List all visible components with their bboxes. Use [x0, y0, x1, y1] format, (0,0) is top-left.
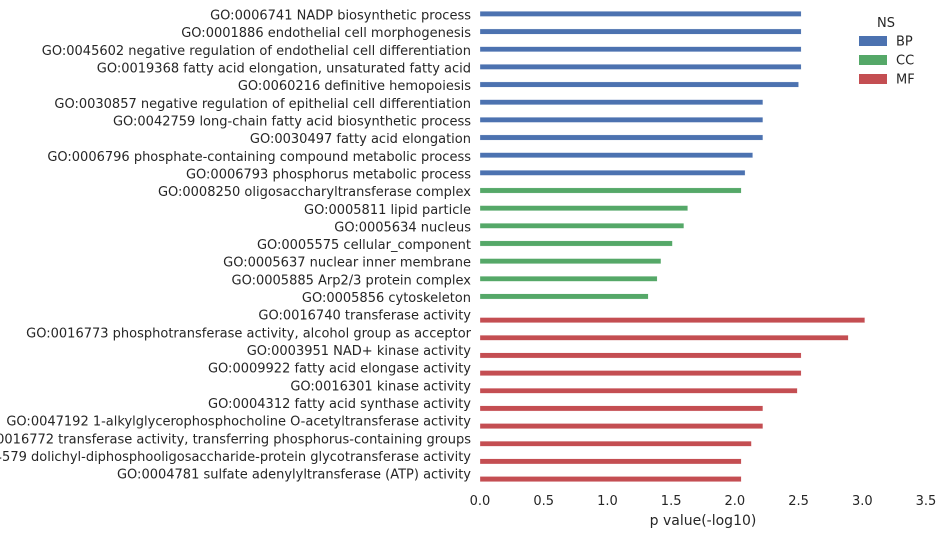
bar-mf [479, 370, 802, 376]
x-tick-label: 2.0 [725, 494, 746, 509]
category-label: GO:0005637 nuclear inner membrane [223, 256, 471, 271]
bars-layer [479, 11, 865, 482]
category-label: GO:0060216 definitive hemopoiesis [238, 79, 471, 94]
bar-cc [479, 187, 742, 194]
legend-swatch-mf [859, 74, 887, 84]
bar-mf [479, 423, 764, 429]
category-label: GO:0016740 transferase activity [258, 309, 471, 324]
category-label: GO:0016772 transferase activity, transfe… [0, 432, 471, 447]
bar-cc [479, 293, 649, 300]
bar-bp [479, 99, 764, 105]
category-label: GO:0005885 Arp2/3 protein complex [232, 273, 472, 288]
bar-cc [479, 240, 673, 247]
bar-mf [479, 317, 865, 323]
bar-bp [479, 170, 746, 176]
category-label: GO:0001886 endothelial cell morphogenesi… [181, 26, 471, 41]
category-label: GO:0003951 NAD+ kinase activity [247, 344, 472, 359]
bar-cc [479, 223, 685, 229]
category-label: GO:0006793 phosphorus metabolic process [186, 167, 471, 182]
category-label: GO:0045602 negative regulation of endoth… [42, 44, 471, 59]
category-label: GO:0016301 kinase activity [290, 379, 471, 394]
category-label: GO:0005856 cytoskeleton [302, 291, 471, 306]
bar-bp [479, 64, 802, 70]
legend-title: NS [877, 16, 895, 31]
x-tick-label: 3.0 [852, 494, 873, 509]
category-label: GO:0008250 oligosaccharyltransferase com… [158, 185, 471, 200]
bar-mf [479, 440, 752, 447]
legend-swatch-bp [859, 36, 887, 46]
bar-mf [479, 458, 742, 465]
bar-bp [479, 28, 802, 35]
category-label: GO:0006796 phosphate-containing compound… [47, 150, 471, 165]
category-label: GO:0004781 sulfate adenylyltransferase (… [117, 468, 471, 483]
legend-label-bp: BP [896, 35, 913, 50]
legend-swatch-cc [859, 55, 887, 65]
bar-cc [479, 258, 662, 264]
bar-bp [479, 81, 799, 88]
x-tick-label: 1.0 [597, 494, 618, 509]
x-tick-label: 3.5 [916, 494, 937, 509]
bar-bp [479, 46, 802, 52]
bar-mf [479, 335, 849, 341]
category-label: GO:0005634 nucleus [334, 220, 471, 235]
bar-cc [479, 276, 658, 282]
bar-mf [479, 352, 802, 359]
category-label: GO:0030497 fatty acid elongation [250, 132, 471, 147]
category-label: GO:0047192 1-alkylglycerophosphocholine … [6, 415, 471, 430]
bar-mf [479, 388, 798, 394]
bar-bp [479, 152, 753, 158]
category-label: GO:0016773 phosphotransferase activity, … [26, 326, 471, 341]
category-label: GO:0030857 negative regulation of epithe… [54, 97, 471, 112]
x-tick-label: 2.5 [788, 494, 809, 509]
category-label: GO:0009922 fatty acid elongase activity [208, 362, 471, 377]
x-tick-label: 1.5 [661, 494, 682, 509]
bar-mf [479, 405, 764, 412]
category-label: GO:0042759 long-chain fatty acid biosynt… [113, 114, 471, 129]
bar-bp [479, 134, 764, 141]
category-label: GO:0019368 fatty acid elongation, unsatu… [97, 61, 471, 76]
category-label: GO:0006741 NADP biosynthetic process [210, 9, 471, 24]
category-label: GO:0004312 fatty acid synthase activity [208, 397, 471, 412]
legend-label-cc: CC [896, 54, 914, 69]
x-tick-label: 0.0 [470, 494, 491, 509]
bar-cc [479, 205, 688, 211]
bar-mf [479, 476, 742, 482]
category-label: GO:0005811 lipid particle [304, 203, 471, 218]
x-axis-ticks: 0.0 0.5 1.0 1.5 2.0 2.5 3.0 3.5 [470, 494, 937, 509]
legend: NS BP CC MF [859, 16, 915, 88]
category-label: GO:0005575 cellular_component [257, 238, 471, 253]
bar-bp [479, 117, 764, 123]
category-label: GO:0004579 dolichyl-diphosphooligosaccha… [0, 450, 471, 465]
bar-bp [479, 11, 802, 17]
x-tick-label: 0.5 [533, 494, 554, 509]
category-labels: GO:0006741 NADP biosynthetic process GO:0… [0, 9, 472, 483]
x-axis-title: p value(-log10) [650, 513, 757, 529]
legend-label-mf: MF [896, 73, 915, 88]
